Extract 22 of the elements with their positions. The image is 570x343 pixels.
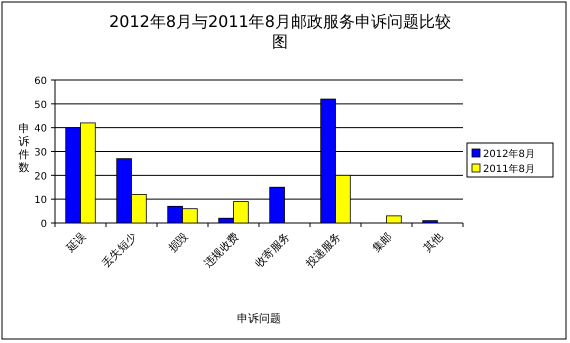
y-axis-title: 申诉件数: [18, 122, 30, 174]
chart-title: 2012年8月与2011年8月邮政服务申诉问题比较图: [109, 12, 451, 51]
bar: [386, 215, 402, 224]
y-tick-label: 10: [34, 195, 47, 206]
y-tick-label: 50: [34, 100, 47, 111]
x-tick-label: 违规收费: [201, 230, 242, 270]
x-tick-label: 投递服务: [302, 230, 344, 271]
legend-label: 2011年8月: [483, 163, 535, 175]
y-tick-label: 0: [40, 219, 47, 230]
x-tick-label: 损毁: [166, 230, 191, 255]
x-tick-label: 集邮: [370, 230, 395, 255]
y-tick-label: 60: [34, 76, 47, 87]
x-tick-label: 其他: [420, 230, 446, 255]
bar: [422, 220, 438, 224]
x-tick-label: 收寄服务: [252, 230, 293, 270]
y-tick-label: 20: [34, 171, 47, 182]
y-tick-label: 40: [34, 124, 47, 135]
x-tick-label: 延误: [63, 230, 89, 256]
x-tick-label: 丢失短少: [99, 230, 140, 270]
x-axis-title: 申诉问题: [237, 312, 281, 325]
y-tick-label: 30: [34, 148, 47, 158]
legend-label: 2012年8月: [483, 148, 535, 160]
